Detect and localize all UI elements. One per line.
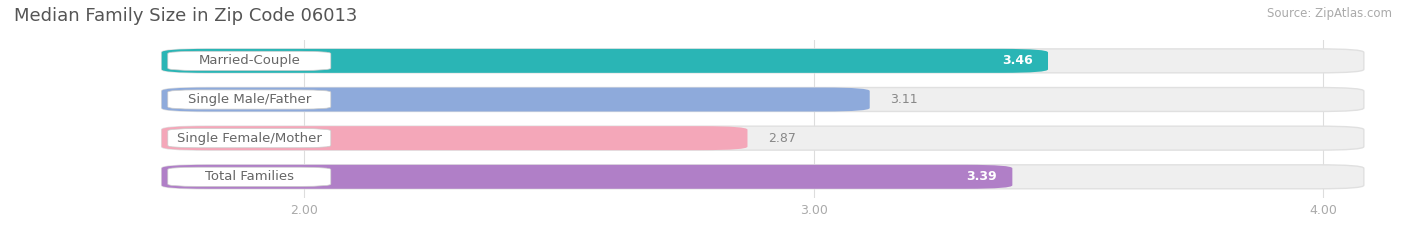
FancyBboxPatch shape bbox=[162, 165, 1364, 189]
Text: Single Male/Father: Single Male/Father bbox=[187, 93, 311, 106]
Text: 3.39: 3.39 bbox=[966, 170, 997, 183]
FancyBboxPatch shape bbox=[167, 51, 330, 70]
Text: Total Families: Total Families bbox=[205, 170, 294, 183]
Text: Single Female/Mother: Single Female/Mother bbox=[177, 132, 322, 145]
Text: 2.87: 2.87 bbox=[768, 132, 796, 145]
FancyBboxPatch shape bbox=[162, 88, 870, 111]
Text: Median Family Size in Zip Code 06013: Median Family Size in Zip Code 06013 bbox=[14, 7, 357, 25]
Text: 3.11: 3.11 bbox=[890, 93, 918, 106]
FancyBboxPatch shape bbox=[162, 49, 1364, 73]
Text: Source: ZipAtlas.com: Source: ZipAtlas.com bbox=[1267, 7, 1392, 20]
FancyBboxPatch shape bbox=[162, 88, 1364, 111]
Text: 3.46: 3.46 bbox=[1002, 54, 1033, 67]
FancyBboxPatch shape bbox=[162, 49, 1047, 73]
Text: Married-Couple: Married-Couple bbox=[198, 54, 301, 67]
FancyBboxPatch shape bbox=[167, 129, 330, 148]
FancyBboxPatch shape bbox=[162, 126, 1364, 150]
FancyBboxPatch shape bbox=[162, 165, 1012, 189]
FancyBboxPatch shape bbox=[167, 167, 330, 186]
FancyBboxPatch shape bbox=[162, 126, 748, 150]
FancyBboxPatch shape bbox=[167, 90, 330, 109]
